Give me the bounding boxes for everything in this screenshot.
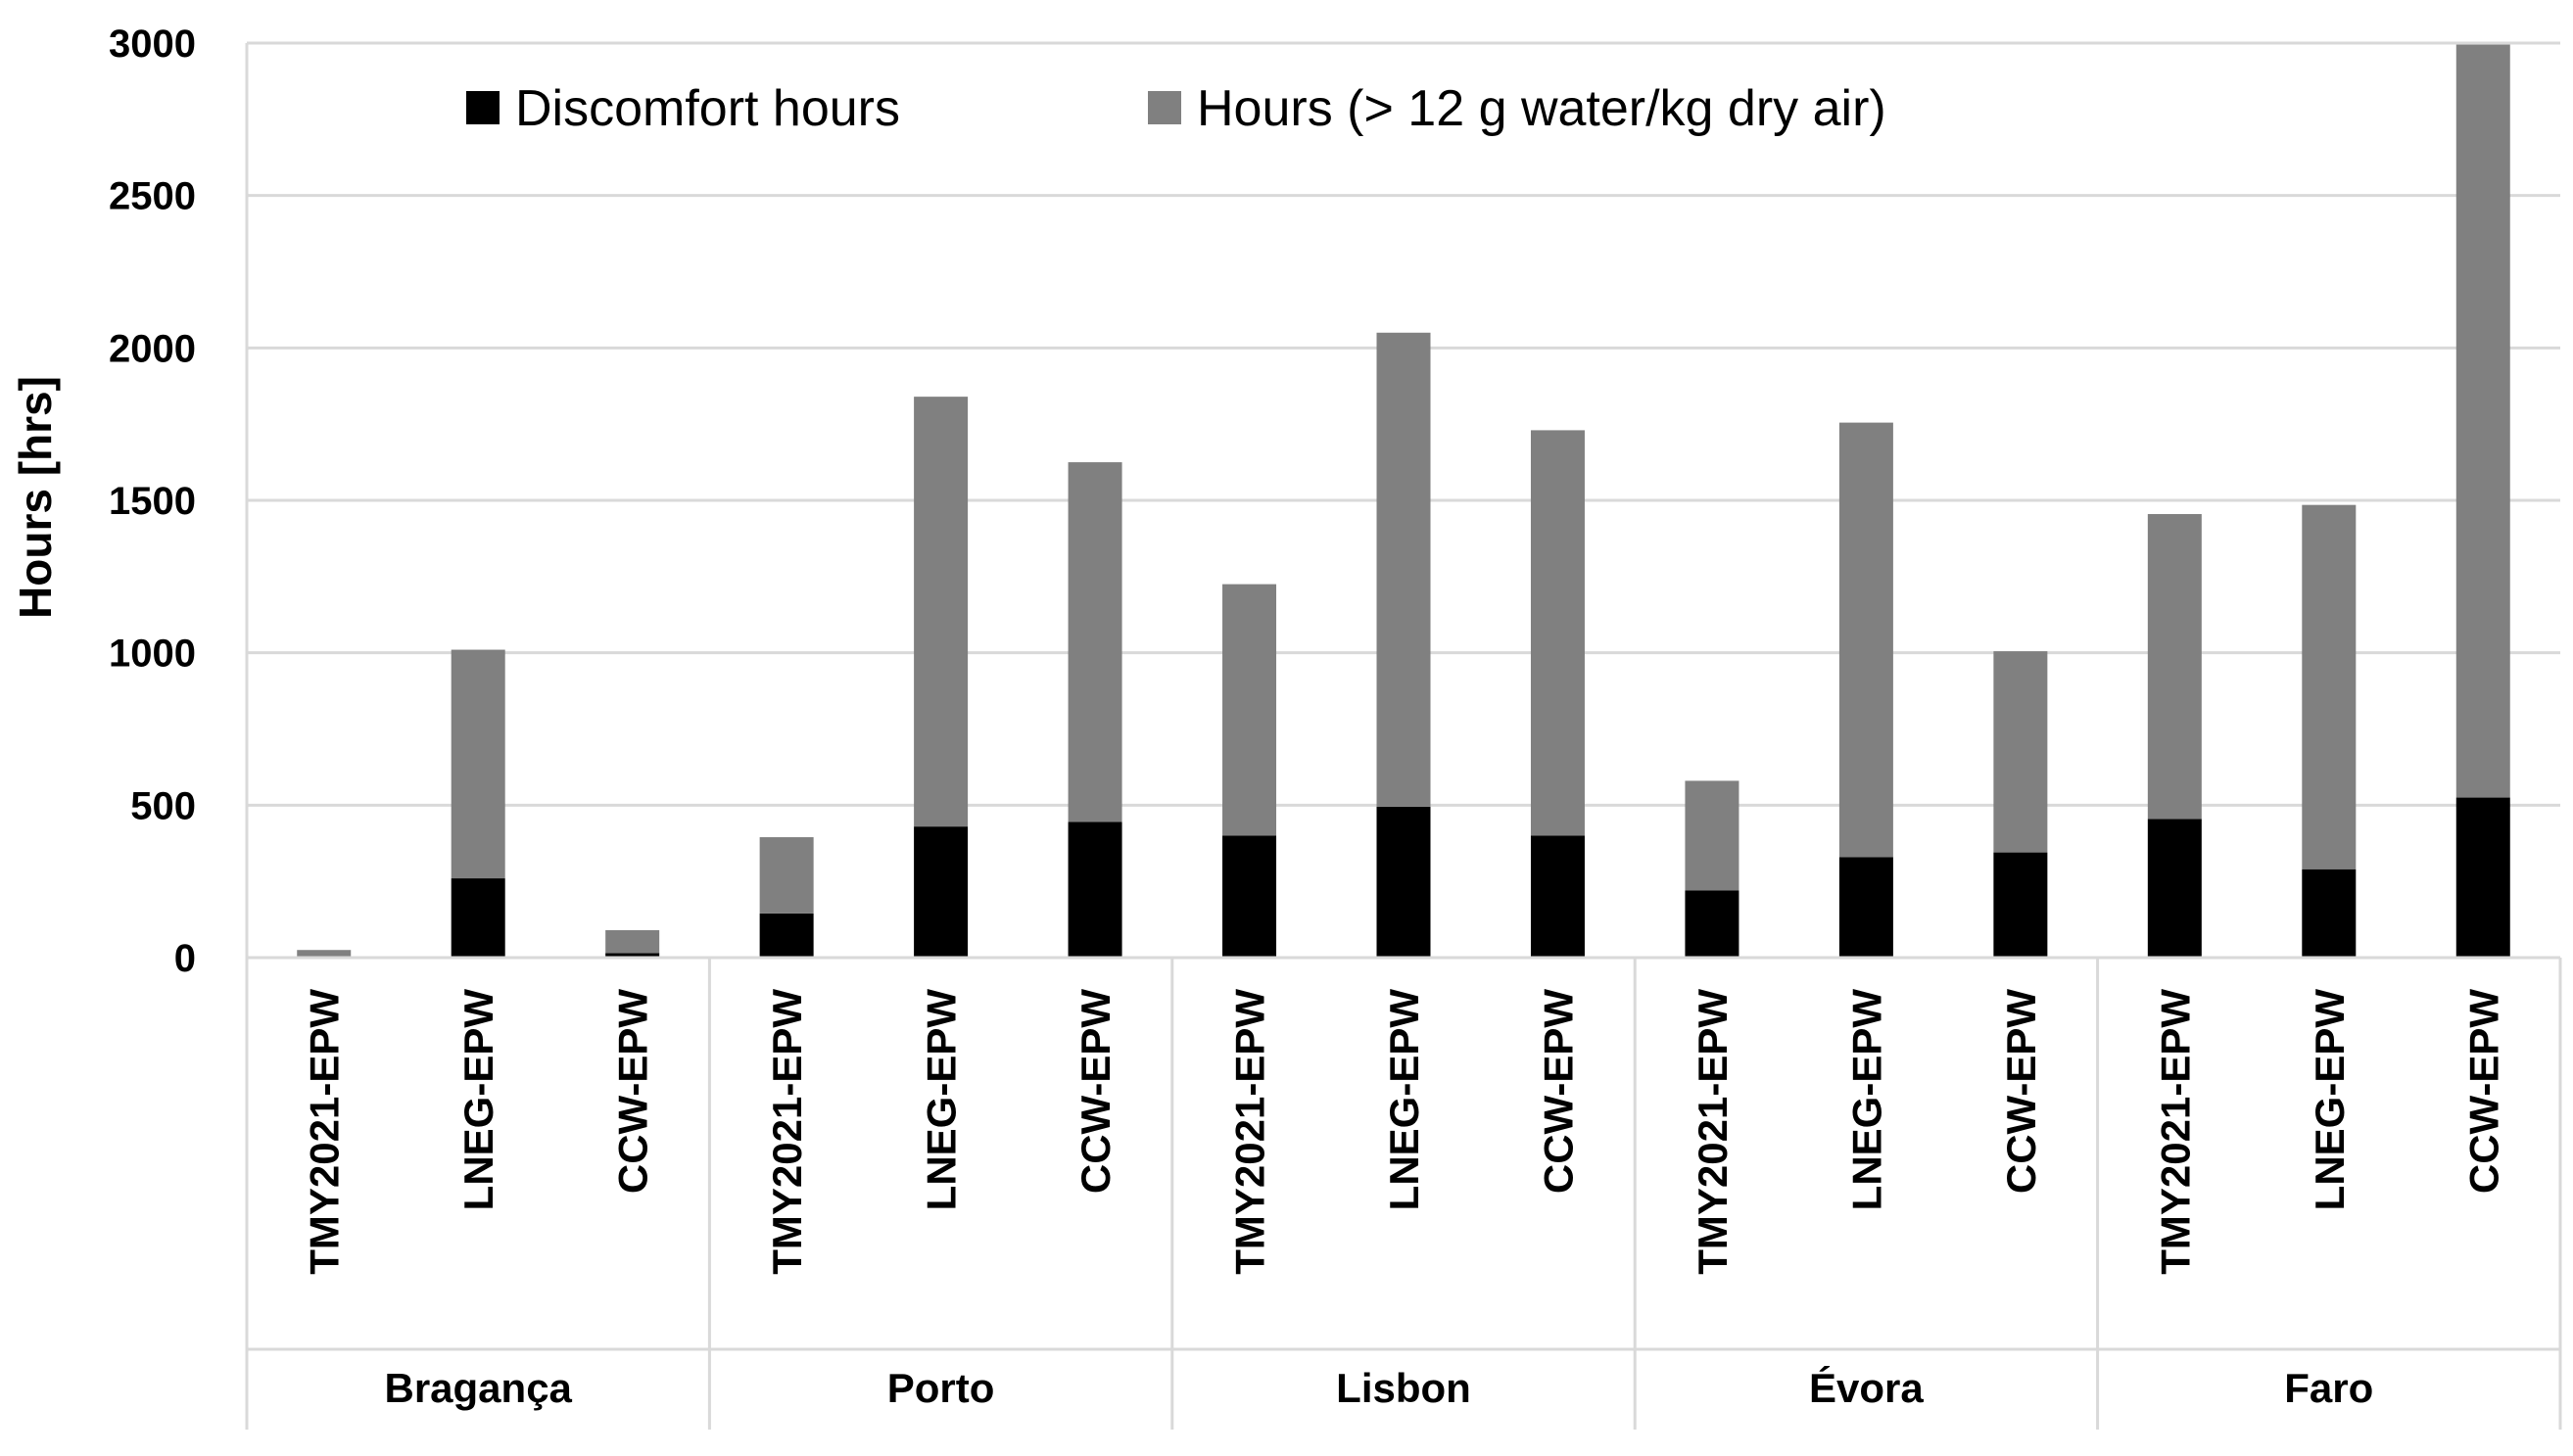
bar-segment-discomfort	[1068, 822, 1122, 958]
legend: Discomfort hours Hours (> 12 g water/kg d…	[466, 80, 1886, 137]
bar-segment-discomfort	[2147, 819, 2202, 958]
x-group-label: Faro	[2284, 1365, 2373, 1411]
y-tick-label: 0	[174, 937, 196, 980]
bar-segment-humidity	[605, 929, 660, 954]
axes: 0 500 1000 1500 2000 2500 3000 TMY2021-EPW LNEG-…	[109, 23, 2562, 1430]
y-tick-label: 500	[130, 784, 196, 827]
y-tick-label: 1000	[109, 633, 196, 676]
legend-label: Discomfort hours	[515, 80, 900, 137]
bar-segment-humidity	[2455, 44, 2510, 798]
bar-segment-humidity	[1685, 780, 1739, 891]
bar-segment-humidity	[759, 837, 814, 914]
bar-segment-humidity	[1068, 462, 1122, 822]
bar-segment-humidity	[1376, 332, 1431, 807]
bar-segment-discomfort	[1222, 835, 1277, 958]
x-category-label: CCW-EPW	[610, 989, 656, 1194]
x-category-label: TMY2021-EPW	[2152, 989, 2198, 1275]
bar-segment-discomfort	[914, 826, 969, 958]
x-category-label: TMY2021-EPW	[764, 989, 810, 1275]
bar-segment-humidity	[1222, 584, 1277, 836]
x-group-label: Lisbon	[1336, 1365, 1471, 1411]
y-tick-label: 2000	[109, 327, 196, 370]
bar-segment-discomfort	[451, 878, 505, 958]
bar-segment-humidity	[2302, 504, 2357, 869]
x-category-label: LNEG-EPW	[919, 989, 965, 1211]
legend-swatch	[466, 91, 500, 124]
bar-segment-discomfort	[759, 913, 814, 958]
bar-segment-discomfort	[2455, 797, 2510, 958]
x-category-label: LNEG-EPW	[1843, 989, 1889, 1211]
x-category-label: CCW-EPW	[1535, 989, 1581, 1194]
x-category-label: TMY2021-EPW	[1690, 989, 1736, 1275]
x-group-label: Bragança	[384, 1365, 572, 1411]
bar-segment-humidity	[451, 649, 505, 879]
bar-segment-discomfort	[1993, 852, 2048, 958]
bars	[297, 44, 2510, 958]
legend-swatch	[1148, 91, 1181, 124]
bar-segment-discomfort	[2302, 869, 2357, 958]
y-tick-label: 1500	[109, 480, 196, 523]
bar-segment-discomfort	[605, 953, 660, 958]
y-tick-label: 3000	[109, 23, 196, 66]
x-group-label: Porto	[887, 1365, 995, 1411]
x-category-label: CCW-EPW	[1998, 989, 2044, 1194]
bar-segment-humidity	[914, 397, 969, 827]
x-category-label: CCW-EPW	[2460, 989, 2506, 1194]
x-category-label: TMY2021-EPW	[1227, 989, 1273, 1275]
bar-segment-discomfort	[1530, 835, 1585, 958]
x-category-label: CCW-EPW	[1072, 989, 1119, 1194]
bar-segment-humidity	[1993, 651, 2048, 853]
bar-segment-humidity	[297, 950, 352, 958]
x-category-label: LNEG-EPW	[455, 989, 501, 1211]
x-category-label: LNEG-EPW	[1381, 989, 1427, 1211]
bar-segment-humidity	[1530, 430, 1585, 836]
legend-label: Hours (> 12 g water/kg dry air)	[1197, 80, 1886, 137]
x-category-label: LNEG-EPW	[2307, 989, 2353, 1211]
x-category-label: TMY2021-EPW	[302, 989, 348, 1275]
bar-segment-discomfort	[1376, 806, 1431, 958]
x-group-label: Évora	[1809, 1365, 1924, 1411]
bar-segment-discomfort	[1838, 857, 1893, 958]
y-axis-label: Hours [hrs]	[10, 376, 61, 619]
bar-segment-discomfort	[1685, 890, 1739, 958]
bar-segment-humidity	[2147, 514, 2202, 820]
y-tick-label: 2500	[109, 175, 196, 218]
bar-segment-humidity	[1838, 422, 1893, 858]
